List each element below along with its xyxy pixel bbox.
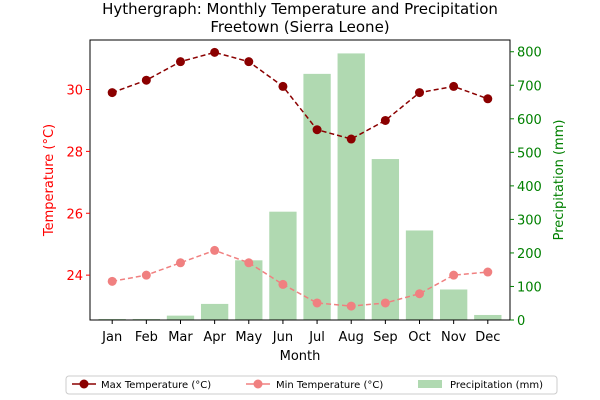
- precip-bar-mar: [166, 315, 195, 320]
- legend-precip-swatch: [418, 380, 442, 388]
- x-tick-label: Jan: [101, 330, 122, 345]
- x-tick-label: Dec: [475, 330, 500, 345]
- legend-min-marker: [253, 379, 263, 389]
- y-right-tick-label: 0: [517, 314, 525, 329]
- precipitation-bars: [98, 53, 502, 321]
- precip-bar-apr: [200, 303, 229, 320]
- legend: Max Temperature (°C) Min Temperature (°C…: [65, 375, 558, 395]
- max-temp-point-mar: [175, 57, 185, 67]
- precip-bar-oct: [405, 230, 434, 320]
- x-tick-label: Sep: [373, 330, 398, 345]
- min-temp-point-jun: [278, 279, 288, 289]
- y-right-tick-label: 500: [517, 146, 542, 161]
- precip-bar-may: [235, 260, 263, 320]
- max-temp-point-dec: [483, 94, 493, 104]
- max-temp-line: [111, 51, 489, 140]
- precip-bar-aug: [337, 53, 365, 320]
- min-temp-point-may: [244, 258, 254, 268]
- precip-bar-jan: [98, 318, 126, 320]
- y-right-tick-label: 300: [517, 213, 542, 228]
- min-temp-point-dec: [483, 267, 493, 277]
- y-left-tick-label: 30: [66, 84, 83, 99]
- y-left-tick-label: 24: [66, 269, 83, 284]
- y-right-tick-label: 200: [517, 247, 542, 262]
- min-temp-point-aug: [346, 301, 356, 311]
- max-temperature-series: [107, 47, 493, 144]
- y-right-tick-label: 100: [517, 280, 542, 295]
- legend-precip-label: Precipitation (mm): [450, 380, 543, 391]
- min-temp-line: [112, 249, 488, 307]
- y-left-tick-label: 26: [66, 207, 83, 222]
- max-temp-point-oct: [415, 88, 425, 98]
- min-temperature-series: [107, 245, 493, 311]
- max-temp-point-jan: [107, 88, 117, 98]
- y-right-tick-label: 800: [517, 46, 542, 61]
- max-temp-point-feb: [141, 75, 151, 85]
- min-temp-point-nov: [449, 270, 459, 280]
- x-tick-label: Aug: [339, 330, 364, 345]
- x-tick-label: Mar: [168, 330, 193, 345]
- x-axis: Jan Feb Mar Apr May Jun Jul Aug Sep Oct Nov Dec: [101, 320, 500, 345]
- y-left-tick-label: 28: [66, 145, 83, 160]
- legend-min-label: Min Temperature (°C): [276, 380, 383, 391]
- y-right-tick-label: 400: [517, 180, 542, 195]
- min-temp-point-sep: [380, 298, 390, 308]
- precip-bar-nov: [440, 289, 468, 320]
- min-temp-point-apr: [210, 245, 220, 255]
- x-tick-label: Apr: [203, 330, 226, 345]
- max-temp-point-aug: [346, 134, 356, 144]
- y-axis-left: 24 26 28 30: [66, 84, 90, 284]
- x-tick-label: Nov: [441, 330, 467, 345]
- y-axis-left-label: Temperature (°C): [42, 124, 57, 237]
- chart-title: Hythergraph: Monthly Temperature and Pre…: [102, 0, 498, 18]
- precip-bar-dec: [474, 314, 502, 320]
- min-temp-point-feb: [141, 270, 151, 280]
- max-temp-point-jun: [278, 81, 288, 91]
- x-axis-label: Month: [280, 349, 321, 364]
- y-axis-right: 0 100 200 300 400 500 600 700 800: [510, 46, 542, 329]
- y-right-tick-label: 600: [517, 113, 542, 128]
- legend-max-marker: [79, 379, 89, 389]
- precip-bar-sep: [371, 159, 400, 320]
- min-temp-point-oct: [415, 289, 425, 299]
- plot-frame: [89, 39, 511, 321]
- precip-bar-jul: [303, 73, 331, 321]
- x-tick-label: Jun: [272, 330, 293, 345]
- max-temp-point-apr: [210, 47, 220, 57]
- min-temp-point-jul: [312, 298, 322, 308]
- y-axis-right-label: Precipitation (mm): [552, 120, 567, 241]
- max-temp-point-may: [244, 57, 254, 67]
- max-temp-point-jul: [312, 125, 322, 135]
- max-temp-point-nov: [449, 81, 459, 91]
- precip-bar-feb: [132, 318, 160, 320]
- legend-max-label: Max Temperature (°C): [101, 380, 211, 391]
- x-tick-label: May: [235, 330, 262, 345]
- min-temp-point-jan: [107, 276, 117, 286]
- x-tick-label: Feb: [135, 330, 158, 345]
- chart-subtitle: Freetown (Sierra Leone): [210, 18, 389, 36]
- x-tick-label: Jul: [308, 330, 325, 345]
- max-temp-point-sep: [380, 115, 390, 125]
- precip-bar-jun: [269, 211, 297, 320]
- x-tick-label: Oct: [408, 330, 430, 345]
- y-right-tick-label: 700: [517, 79, 542, 94]
- min-temp-point-mar: [175, 258, 185, 268]
